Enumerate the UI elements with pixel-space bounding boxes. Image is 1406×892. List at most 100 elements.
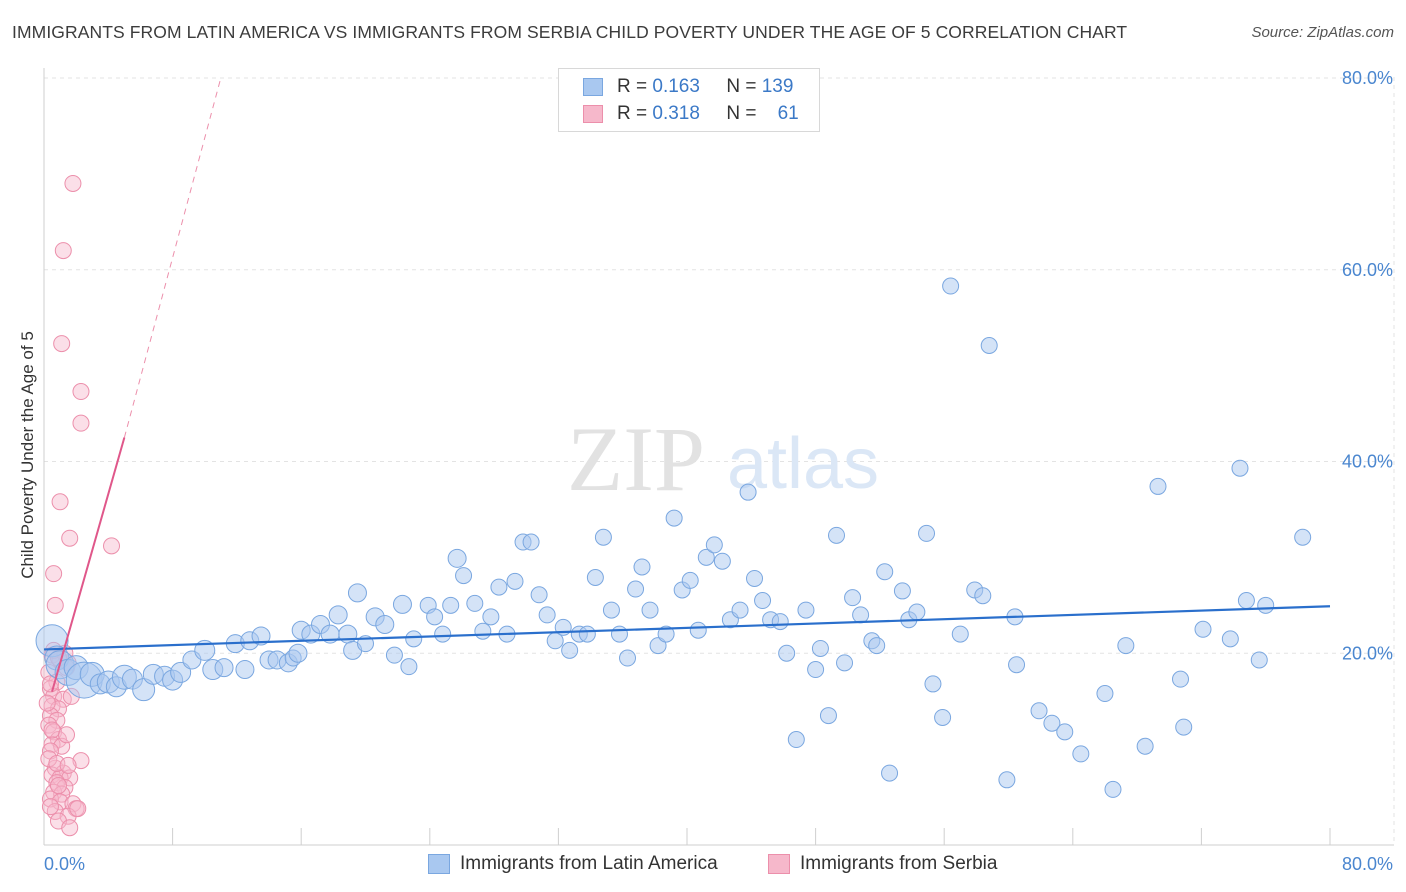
latin-america-point — [787, 731, 805, 749]
latin-america-point — [385, 646, 403, 664]
latin-america-point — [713, 552, 731, 570]
latin-america-point — [705, 536, 723, 554]
serbia-point — [46, 802, 64, 820]
legend-r-value: 0.318 — [652, 103, 700, 124]
latin-america-point — [392, 594, 412, 614]
latin-america-point — [797, 601, 815, 619]
serbia-point — [51, 493, 69, 511]
latin-america-point — [602, 601, 620, 619]
serbia-point — [43, 721, 61, 739]
latin-america-point — [681, 571, 699, 589]
chart-title: IMMIGRANTS FROM LATIN AMERICA VS IMMIGRA… — [12, 22, 1128, 42]
latin-america-point — [918, 524, 936, 542]
latin-america-point — [657, 625, 675, 643]
latin-america-point — [893, 582, 911, 600]
latin-america-point — [490, 578, 508, 596]
watermark: ZIP atlas — [567, 408, 879, 510]
latin-america-point — [836, 654, 854, 672]
latin-america-point — [1072, 745, 1090, 763]
latin-america-point — [754, 592, 772, 610]
serbia-points — [38, 174, 121, 837]
latin-america-point — [1104, 780, 1122, 798]
latin-america-point — [689, 621, 707, 639]
serbia-point — [61, 529, 79, 547]
latin-america-point — [1294, 528, 1312, 546]
latin-america-point — [1221, 630, 1239, 648]
latin-america-point — [1117, 637, 1135, 655]
serbia-point — [46, 596, 64, 614]
latin-america-point — [522, 533, 540, 551]
latin-america-point — [442, 596, 460, 614]
latin-america-point — [998, 771, 1016, 789]
chart-source: Source: ZipAtlas.com — [1251, 24, 1394, 41]
serbia-point — [45, 565, 63, 583]
latin-america-point — [934, 708, 952, 726]
latin-america-point — [697, 548, 715, 566]
latin-america-point — [627, 580, 645, 598]
latin-america-point — [251, 626, 271, 646]
legend-row-latin-america: R = 0.163 N = 139 — [583, 75, 793, 99]
trend-lines — [43, 77, 1331, 692]
latin-america-point — [235, 660, 255, 680]
latin-america-point — [578, 625, 596, 643]
latin-america-point — [455, 567, 473, 585]
latin-america-point — [881, 764, 899, 782]
bottom-legend-latin-america: Immigrants from Latin America — [428, 852, 718, 876]
latin-america-point — [974, 587, 992, 605]
latin-america-point — [1096, 685, 1114, 703]
latin-america-point — [1149, 477, 1167, 495]
latin-america-point — [1030, 702, 1048, 720]
latin-america-point — [538, 606, 556, 624]
latin-america-point — [649, 637, 667, 655]
latin-america-point — [375, 614, 395, 634]
latin-america-point — [1237, 592, 1255, 610]
latin-america-point — [819, 707, 837, 725]
latin-america-point — [170, 661, 192, 683]
latin-america-point — [530, 586, 548, 604]
legend-n-label: N = — [726, 103, 757, 124]
latin-america-point — [980, 336, 998, 354]
legend-swatch-pink — [583, 105, 603, 123]
latin-america-point — [924, 675, 942, 693]
latin-america-point — [482, 608, 500, 626]
x-tick-label-max: 80.0% — [1342, 854, 1393, 874]
trend-line-serbia — [51, 437, 126, 692]
tick-labels: 20.0% 40.0% 60.0% 80.0% 0.0% 80.0% — [44, 68, 1393, 874]
serbia-point — [58, 726, 76, 744]
serbia-point — [41, 798, 59, 816]
legend-n-label: N = — [726, 76, 757, 97]
correlation-legend: R = 0.163 N = 139 R = 0.318 N = 61 — [558, 68, 820, 132]
latin-america-point — [633, 558, 651, 576]
bottom-legend-swatch-pink — [768, 854, 790, 874]
latin-america-point — [827, 526, 845, 544]
legend-n-value: 61 — [777, 103, 799, 124]
legend-n-value: 139 — [761, 76, 794, 97]
latin-america-point — [474, 622, 492, 640]
legend-r-label: R = — [617, 76, 648, 97]
latin-america-point — [288, 643, 308, 663]
latin-america-point — [951, 625, 969, 643]
latin-america-point — [447, 548, 467, 568]
latin-america-point — [807, 661, 825, 679]
latin-america-point — [506, 572, 524, 590]
latin-america-point — [347, 583, 367, 603]
latin-america-point — [610, 625, 628, 643]
latin-america-point — [811, 639, 829, 657]
y-tick-label: 40.0% — [1342, 452, 1393, 472]
latin-america-point — [1008, 656, 1026, 674]
latin-america-point — [665, 509, 683, 527]
latin-america-point — [868, 637, 886, 655]
latin-america-point — [619, 649, 637, 667]
latin-america-point — [731, 601, 749, 619]
latin-america-point — [214, 658, 234, 678]
latin-america-point — [586, 569, 604, 587]
serbia-point — [49, 777, 67, 795]
latin-america-point — [739, 483, 757, 501]
bottom-legend-label: Immigrants from Serbia — [800, 853, 998, 874]
y-tick-label: 20.0% — [1342, 643, 1393, 663]
serbia-point — [72, 414, 90, 432]
latin-america-point — [908, 603, 926, 621]
latin-america-point — [852, 606, 870, 624]
serbia-point — [59, 756, 77, 774]
